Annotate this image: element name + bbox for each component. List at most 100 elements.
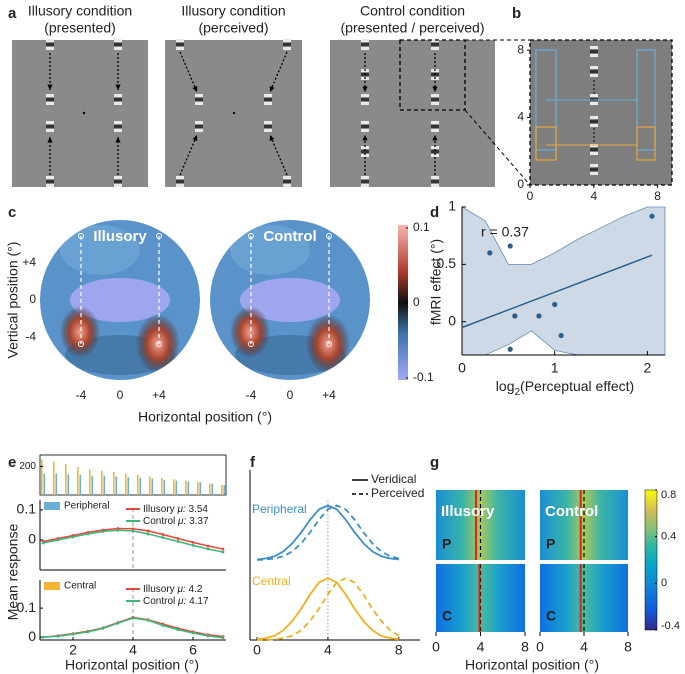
point [512,313,518,319]
fixation [82,111,86,115]
point [131,529,135,533]
gabor [264,129,272,132]
plot-frame [39,454,227,496]
colorbar-label: 0 [661,577,667,589]
gabor [431,121,439,124]
gabor [114,180,122,183]
arrow-head [115,84,121,90]
arrow-line [269,51,288,93]
arrow-head [269,135,275,141]
gabor [590,102,598,105]
series-line [42,529,224,553]
arrow-head [47,137,53,143]
map-title: Control [263,228,316,245]
gabor [114,43,122,46]
bar [199,482,202,495]
x-tick-label: 1 [551,360,559,376]
bar [197,482,199,495]
gabor [46,184,54,187]
y-axis-label: fMRI effect (°) [428,239,444,325]
panel-label: b [512,5,521,22]
legend-mu-value: 4.17 [189,596,209,607]
brain-map [210,220,370,380]
row-label: C [546,608,556,624]
gabor [431,47,439,50]
gabor [114,47,122,50]
gabor [114,39,122,42]
gabor [114,94,122,97]
gabor [264,98,272,101]
arrow-line [179,134,198,176]
map-patch [70,278,170,322]
legend-entry: Veridical [371,472,416,486]
gabor [46,129,54,132]
legend-entry: Illusory μ: 3.54 [143,504,208,515]
y-tick-label: 0 [517,177,524,191]
panel-title: Illusory condition [28,3,132,19]
y-tick-label: 0.1 [17,599,37,615]
y-tick-label: +4 [22,255,36,269]
y-axis-label: Mean response [5,524,21,621]
y-tick-label: 4 [517,110,524,124]
bar [53,461,55,495]
x-tick-label: 4 [580,639,588,655]
bar [43,473,46,495]
zoom-image [529,39,673,186]
bar [79,475,82,495]
roi-end [247,341,254,347]
panel-label: d [430,204,439,221]
gabor [361,39,369,42]
bar [91,475,94,495]
panel-label: f [250,454,256,471]
panel-label: c [8,204,16,221]
legend-entry: Control μ: 3.37 [143,516,209,527]
panel-title: Control condition [360,3,465,19]
bar [127,477,130,495]
map-patch [60,225,140,275]
arrow-line [179,51,198,93]
map-patch [240,278,340,322]
panel-title: (presented) [44,20,116,36]
gabor [46,98,54,101]
bar [65,464,67,495]
roi-end [247,233,254,239]
gabor [114,98,122,101]
gabor [361,146,369,149]
panel-title: Illusory condition [181,3,285,19]
gabor [283,39,291,42]
gabor [283,176,291,179]
gabor [590,120,598,123]
bar [125,473,127,495]
legend-swatch [44,582,60,590]
y-tick-label: 0 [28,531,36,547]
gabor [590,152,598,155]
x-tick-label: 8 [654,189,661,203]
x-axis-label: Horizontal position (°) [65,657,199,673]
x-tick-label: 4 [590,189,597,203]
arrow-head [115,137,121,143]
x-tick-label: 0 [117,388,124,402]
arrow-head [362,86,368,92]
point [131,527,135,531]
x-tick-label: 4 [129,642,137,658]
gabor [590,70,598,73]
point [71,632,75,636]
map-patch [230,306,270,358]
x-axis-label: log2(Perceptual effect) [496,378,634,398]
legend-name: Control [143,516,175,527]
gabor [590,66,598,69]
gabor [361,180,369,183]
point [191,631,195,635]
legend-entry: Central [64,581,96,592]
gabor [361,125,369,128]
point [161,536,165,539]
x-tick-label: 2 [69,642,77,658]
gabor [590,168,598,171]
bar [139,477,142,495]
arrow-head [47,84,53,90]
gabor [283,43,291,46]
gabor [431,146,439,149]
colorbar [644,489,658,631]
y-tick-label: 0.5 [437,255,457,271]
roi-box [535,126,557,161]
